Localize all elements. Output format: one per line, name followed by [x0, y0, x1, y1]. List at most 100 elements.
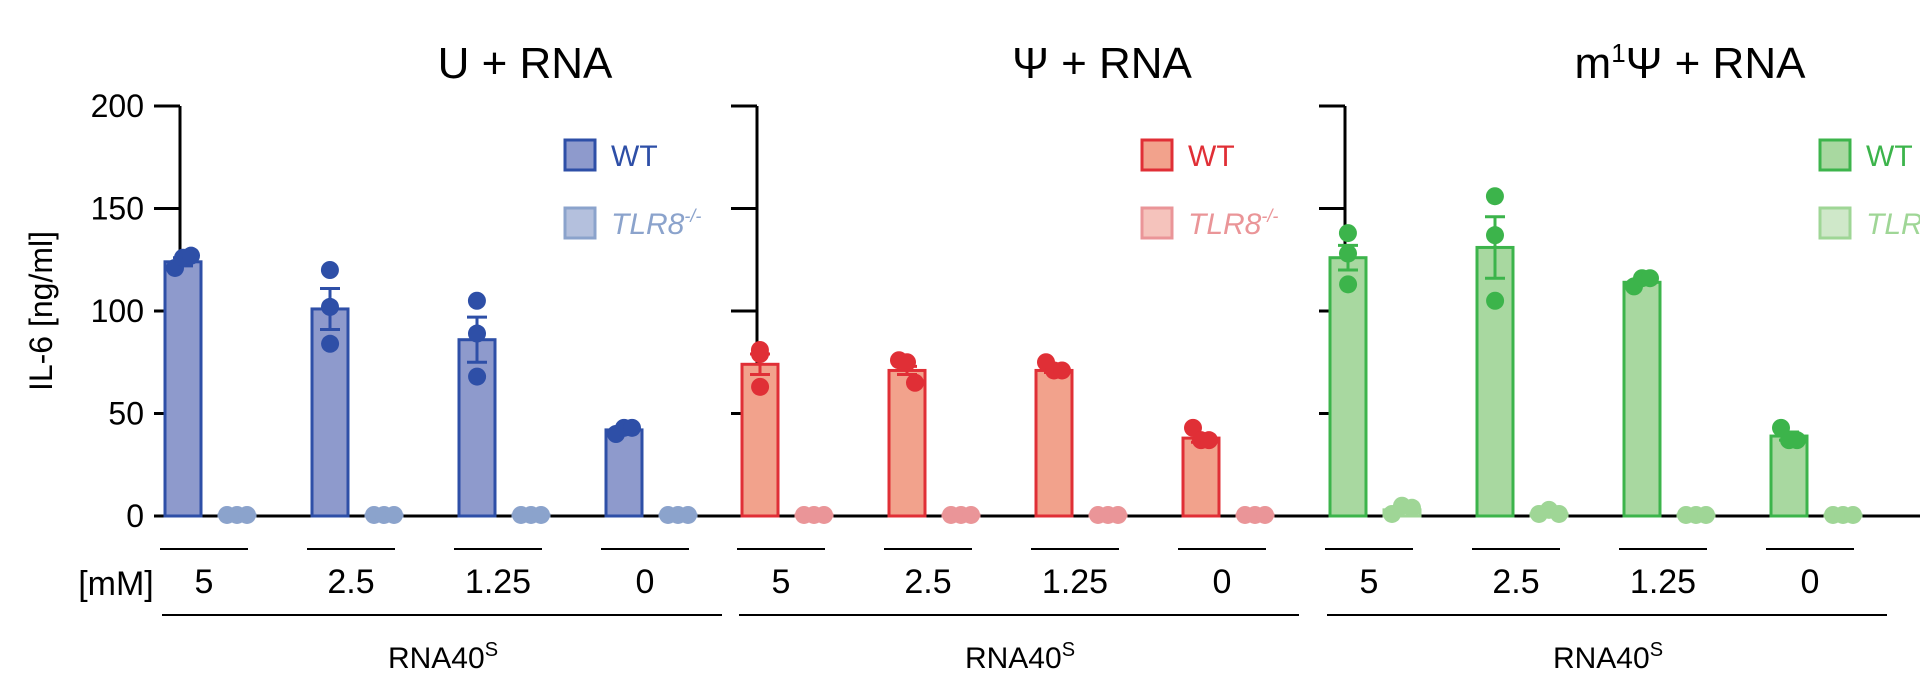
legend-series-name: WT	[1188, 140, 1235, 173]
data-point	[1339, 275, 1358, 294]
legend-label-tlr8: TLR8-/-	[611, 206, 701, 241]
bar-wt	[1475, 245, 1515, 518]
bar-wt	[887, 368, 927, 518]
legend-swatch-tlr8	[563, 206, 597, 240]
data-point	[1641, 269, 1659, 288]
data-point	[679, 505, 697, 524]
group-label-main: RNA40	[965, 642, 1062, 675]
legend-series-name: TLR8	[611, 208, 685, 241]
legend-label-wt: WT	[1866, 140, 1913, 173]
data-point	[321, 334, 340, 353]
group-label-main: RNA40	[388, 642, 485, 675]
data-point	[1256, 505, 1274, 524]
legend-series-name: TLR8	[1866, 208, 1920, 241]
data-point	[468, 324, 486, 343]
category-label: 2.5	[327, 563, 374, 601]
category-label: 1.25	[465, 563, 531, 601]
data-point	[1109, 505, 1127, 524]
group-label-superscript: S	[1062, 639, 1075, 661]
title-prefix: m	[1575, 39, 1612, 88]
data-point	[815, 505, 833, 524]
data-point	[321, 297, 339, 316]
group-label-superscript: S	[485, 639, 498, 661]
data-point	[1200, 431, 1218, 450]
bar-wt	[1181, 436, 1221, 518]
legend-swatch-wt	[1818, 138, 1852, 172]
group-label: RNA40S	[388, 639, 498, 675]
chart-panel-3: m1Ψ + RNA 5 2.5 1.25 0 RNA40S WT TLR8-/-	[1319, 38, 1920, 675]
data-point	[751, 377, 770, 396]
data-point	[320, 261, 339, 279]
data-point	[1403, 498, 1421, 517]
category-label: 1.25	[1630, 563, 1696, 601]
panel-title: Ψ + RNA	[1012, 39, 1192, 88]
legend-swatch-wt	[563, 138, 597, 172]
group-label: RNA40S	[1553, 639, 1663, 675]
legend-series-superscript: -/-	[684, 206, 701, 226]
legend-label-wt: WT	[1188, 140, 1235, 173]
data-point	[385, 505, 403, 524]
data-point	[962, 505, 980, 524]
panel-title: U + RNA	[438, 39, 613, 88]
group-label-superscript: S	[1650, 639, 1663, 661]
legend-series-name: WT	[1866, 140, 1913, 173]
data-point	[1338, 224, 1357, 243]
y-axis-label: IL-6 [ng/ml]	[23, 231, 59, 391]
y-tick-label: 0	[126, 498, 144, 534]
group-label: RNA40S	[965, 639, 1075, 675]
unit-label: [mM]	[78, 565, 154, 603]
bar-wt	[1328, 256, 1368, 518]
legend-series-superscript: -/-	[1261, 206, 1278, 226]
data-point	[1697, 505, 1715, 524]
data-point	[532, 505, 550, 524]
chart-panel-1: U + RNA 0 50 100 150 200 IL-6 [ng/ml] [mM] 5 2.5 1…	[23, 39, 760, 675]
legend-swatch-tlr8	[1818, 206, 1852, 240]
data-point	[1485, 187, 1504, 206]
legend-series-name: WT	[611, 140, 658, 173]
category-label: 2.5	[904, 563, 951, 601]
bar-wt	[163, 260, 203, 518]
title-superscript: 1	[1611, 38, 1625, 68]
data-point	[906, 373, 924, 392]
legend-series-name: TLR8	[1188, 208, 1262, 241]
data-point	[751, 345, 769, 364]
category-label: 1.25	[1042, 563, 1108, 601]
data-point	[623, 418, 641, 437]
legend-swatch-wt	[1140, 138, 1174, 172]
data-point	[1053, 361, 1071, 380]
category-label: 0	[636, 563, 655, 601]
category-label: 5	[195, 563, 214, 601]
legend-label-tlr8: TLR8-/-	[1866, 206, 1920, 241]
legend-label-tlr8: TLR8-/-	[1188, 206, 1278, 241]
bar-wt	[1622, 280, 1662, 518]
category-label: 0	[1801, 563, 1820, 601]
bar-wt	[1034, 368, 1074, 518]
bar-wt	[457, 338, 497, 518]
data-point	[1339, 244, 1357, 263]
data-point	[1844, 505, 1862, 524]
category-label: 5	[772, 563, 791, 601]
bar-wt	[604, 428, 644, 518]
category-label: 5	[1360, 563, 1379, 601]
data-point	[898, 353, 916, 372]
legend-swatch-tlr8	[1140, 206, 1174, 240]
category-label: 0	[1213, 563, 1232, 601]
data-point	[182, 246, 200, 265]
group-label-main: RNA40	[1553, 642, 1650, 675]
data-point	[238, 505, 256, 524]
y-tick-label: 200	[91, 88, 144, 124]
legend-label-wt: WT	[611, 140, 658, 173]
category-label: 2.5	[1492, 563, 1539, 601]
y-tick-label: 50	[108, 396, 144, 432]
data-point	[467, 291, 486, 310]
data-point	[1550, 504, 1568, 523]
data-point	[1486, 226, 1504, 245]
data-point	[1486, 291, 1505, 310]
data-point	[1788, 431, 1806, 450]
y-tick-label: 150	[91, 191, 144, 227]
data-point	[468, 367, 487, 386]
panel-title: m1Ψ + RNA	[1575, 38, 1807, 88]
chart-panel-2: Ψ + RNA 5 2.5 1.25 0 RNA40S WT TLR8-/-	[731, 39, 1337, 675]
y-tick-label: 100	[91, 293, 144, 329]
